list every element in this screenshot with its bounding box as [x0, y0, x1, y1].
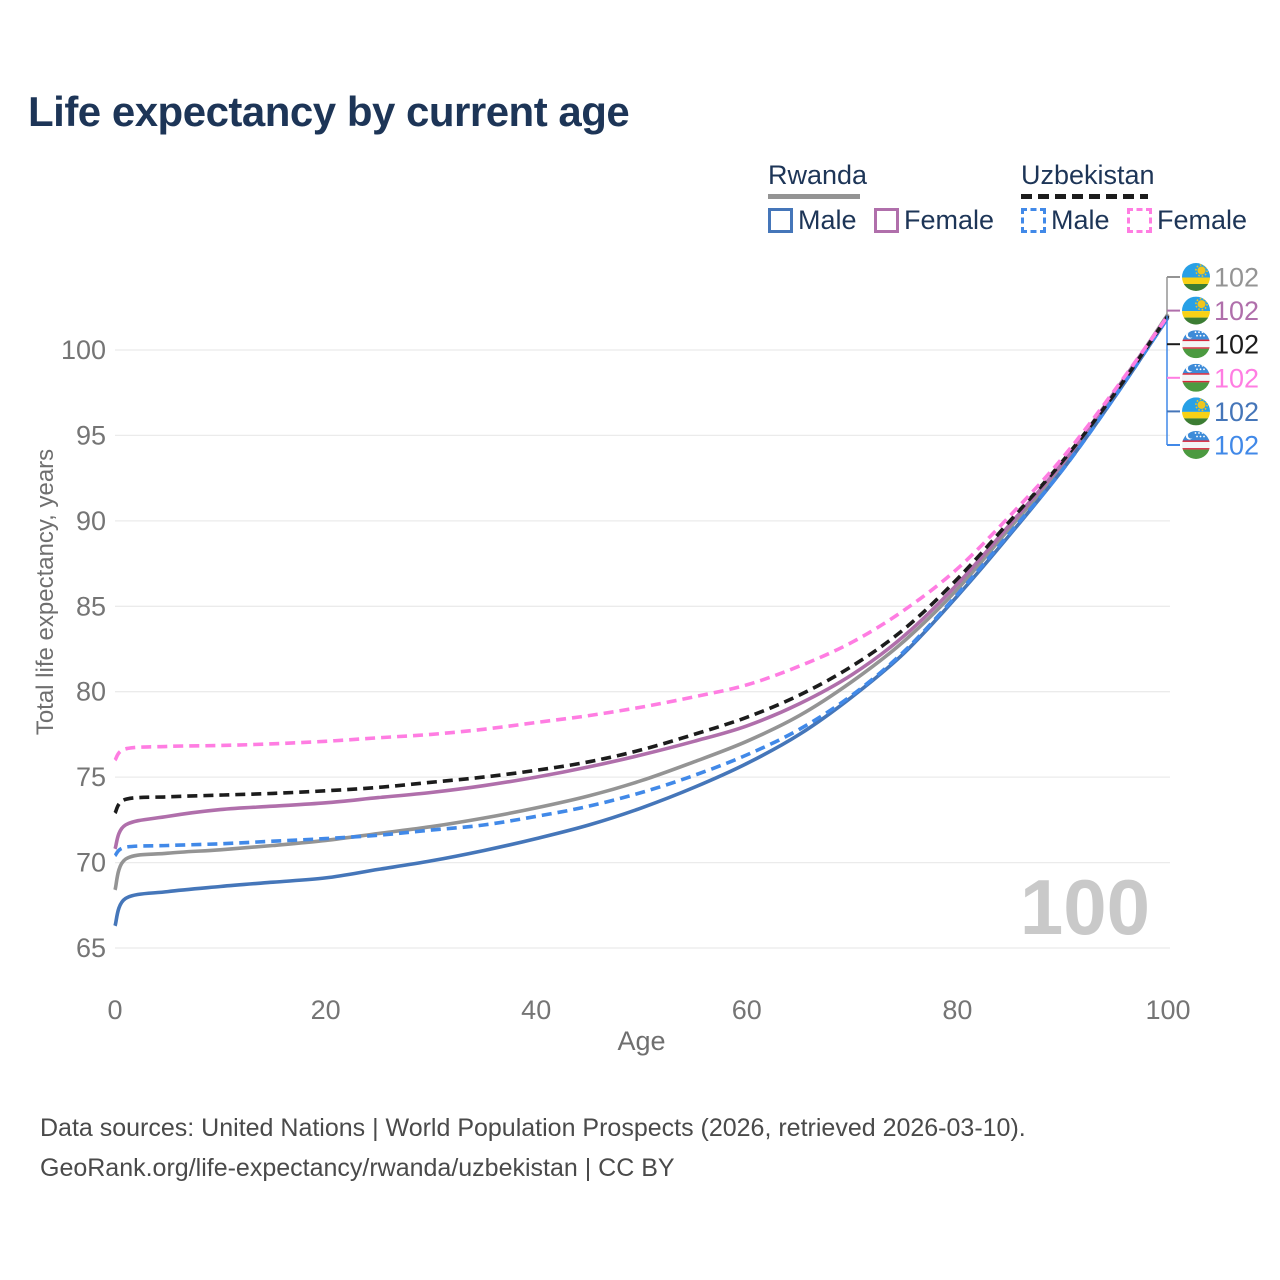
series-rwanda-female[interactable]: [113, 314, 1170, 850]
footer-data-sources: Data sources: United Nations | World Pop…: [40, 1114, 1026, 1142]
series-uzbekistan-female[interactable]: [113, 314, 1170, 762]
legend-rwanda-male[interactable]: Male: [768, 205, 857, 236]
legend-uzbekistan-female-label: Female: [1157, 205, 1248, 235]
y-tick-80: 80: [76, 677, 106, 707]
rwanda-line-style-sample: [768, 194, 860, 199]
legend-uzbekistan-male[interactable]: Male: [1021, 205, 1110, 236]
legend-country-uzbekistan[interactable]: Uzbekistan: [1021, 162, 1155, 199]
x-tick-60: 60: [732, 995, 762, 1025]
legend-country-rwanda-label: Rwanda: [768, 160, 868, 190]
series-uzbekistan[interactable]: [113, 314, 1170, 815]
legend-uzbekistan-female[interactable]: Female: [1127, 205, 1247, 236]
rwanda-female-swatch: [874, 208, 899, 233]
x-tick-0: 0: [107, 995, 122, 1025]
y-tick-90: 90: [76, 506, 106, 536]
y-tick-75: 75: [76, 762, 106, 792]
page-title: Life expectancy by current age: [28, 88, 630, 135]
series-rwanda[interactable]: [113, 313, 1170, 891]
y-tick-85: 85: [76, 591, 106, 621]
series-rwanda-male[interactable]: [113, 316, 1170, 927]
uzbekistan-female-swatch: [1127, 208, 1152, 233]
end-label-uzbekistan-female: 102: [1214, 363, 1259, 393]
y-tick-95: 95: [76, 420, 106, 450]
y-tick-70: 70: [76, 848, 106, 878]
uzbekistan-flag-icon: [1182, 431, 1210, 459]
end-label-uzbekistan: 102: [1214, 330, 1259, 360]
legend-rwanda-female-label: Female: [904, 205, 995, 235]
footer: Data sources: United Nations | World Pop…: [40, 1108, 1026, 1188]
uzbekistan-line-style-sample: [1021, 194, 1148, 199]
legend-rwanda-male-label: Male: [798, 205, 857, 235]
rwanda-flag-icon: [1182, 397, 1210, 426]
x-tick-20: 20: [311, 995, 341, 1025]
age-watermark: 100: [1019, 863, 1150, 951]
end-label-rwanda-male: 102: [1214, 397, 1259, 427]
rwanda-male-swatch: [768, 208, 793, 233]
x-tick-40: 40: [521, 995, 551, 1025]
legend-rwanda-female[interactable]: Female: [874, 205, 994, 236]
legend-country-rwanda[interactable]: Rwanda: [768, 162, 867, 199]
y-axis-title: Total life expectancy, years: [32, 448, 59, 736]
legend-country-uzbekistan-label: Uzbekistan: [1021, 160, 1155, 190]
uzbekistan-flag-icon: [1182, 363, 1210, 392]
footer-attribution: GeoRank.org/life-expectancy/rwanda/uzbek…: [40, 1154, 675, 1182]
uzbekistan-male-swatch: [1021, 208, 1046, 233]
x-tick-80: 80: [942, 995, 972, 1025]
legend-uzbekistan-male-label: Male: [1051, 205, 1110, 235]
x-axis-title: Age: [617, 1026, 666, 1056]
y-tick-65: 65: [76, 933, 106, 963]
uzbekistan-flag-icon: [1182, 330, 1210, 359]
y-tick-100: 100: [61, 335, 106, 365]
rwanda-flag-icon: [1182, 263, 1210, 291]
x-tick-100: 100: [1145, 995, 1190, 1025]
series-uzbekistan-male[interactable]: [113, 316, 1170, 858]
end-label-rwanda-female: 102: [1214, 296, 1259, 326]
end-label-uzbekistan-male: 102: [1214, 431, 1259, 461]
rwanda-flag-icon: [1182, 296, 1210, 325]
end-label-rwanda: 102: [1214, 263, 1259, 293]
